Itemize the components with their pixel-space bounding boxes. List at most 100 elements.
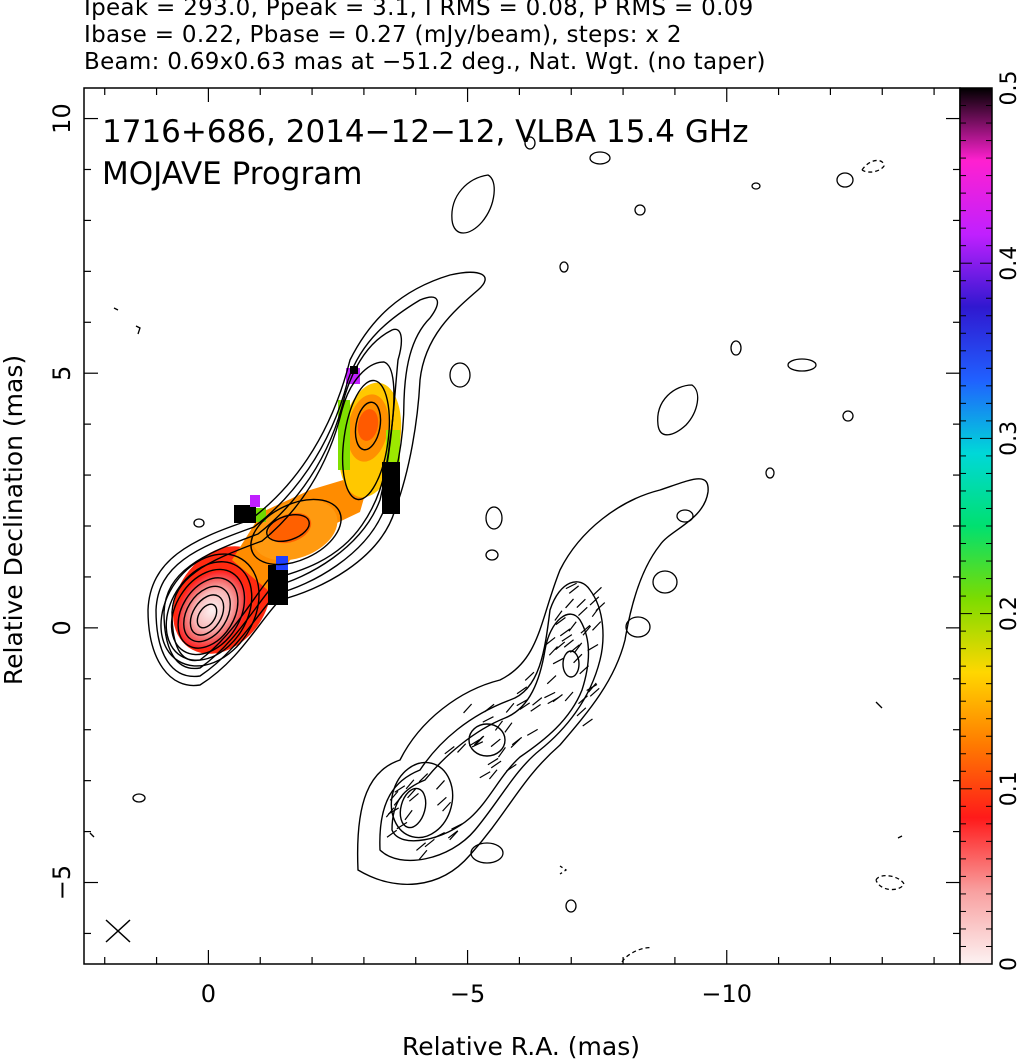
pol-contour-knot-c bbox=[468, 723, 506, 757]
noise-contour-30 bbox=[897, 835, 903, 839]
colorbar-ticks: 0 0.1 0.2 0.3 0.4 0.5 bbox=[960, 71, 1022, 971]
evpa-tick bbox=[487, 757, 499, 766]
chart-title-line-2: MOJAVE Program bbox=[102, 156, 362, 192]
evpa-tick bbox=[497, 747, 506, 758]
evpa-tick bbox=[418, 849, 428, 860]
noise-contour-6 bbox=[652, 570, 678, 594]
evpa-tick bbox=[574, 642, 583, 653]
contour-core-11 bbox=[196, 603, 218, 629]
noise-contour-16 bbox=[842, 410, 854, 422]
intensity-contours bbox=[147, 271, 486, 687]
contour-knot-1b bbox=[250, 498, 342, 566]
evpa-tick bbox=[516, 686, 528, 695]
polarization-edge-blue-2 bbox=[276, 556, 288, 570]
noise-contour-23 bbox=[135, 325, 141, 335]
beam-marker bbox=[105, 919, 131, 943]
noise-contour-26 bbox=[875, 874, 905, 891]
evpa-tick bbox=[589, 596, 600, 606]
pol-contour-knot-a bbox=[390, 761, 454, 839]
evpa-tick bbox=[504, 722, 513, 733]
evpa-tick bbox=[546, 675, 557, 685]
noise-contour-11 bbox=[634, 204, 646, 216]
evpa-tick bbox=[388, 807, 399, 815]
plot-frame bbox=[83, 87, 961, 965]
evpa-tick bbox=[394, 785, 406, 793]
evpa-tick bbox=[564, 691, 574, 702]
x-axis-label: Relative R.A. (mas) bbox=[402, 1032, 640, 1061]
noise-contour-7 bbox=[625, 616, 651, 638]
noise-contour-27 bbox=[861, 159, 885, 173]
noise-contour-19 bbox=[470, 842, 504, 864]
evpa-tick bbox=[595, 602, 606, 612]
evpa-tick bbox=[519, 702, 531, 711]
x-tick-label: −10 bbox=[701, 980, 752, 1008]
noise-contour-18 bbox=[676, 509, 694, 523]
evpa-tick bbox=[568, 585, 579, 594]
evpa-tick bbox=[548, 646, 558, 656]
evpa-tick bbox=[386, 829, 398, 838]
noise-contour-28 bbox=[621, 946, 653, 963]
polarization-edge-purple-1 bbox=[250, 495, 260, 507]
evpa-tick bbox=[588, 682, 597, 693]
evpa-tick bbox=[568, 621, 577, 632]
pol-contour-outer bbox=[356, 478, 709, 886]
evpa-tick bbox=[579, 665, 589, 675]
noise-contour-31 bbox=[89, 832, 95, 838]
chart-title-line-1: 1716+686, 2014−12−12, VLBA 15.4 GHz bbox=[102, 114, 748, 150]
evpa-tick bbox=[578, 695, 588, 705]
evpa-tick bbox=[408, 792, 419, 802]
evpa-tick bbox=[554, 610, 563, 621]
evpa-tick bbox=[494, 720, 504, 731]
evpa-ticks bbox=[385, 582, 606, 860]
evpa-tick bbox=[451, 823, 463, 830]
contour-jet-3 bbox=[163, 328, 403, 670]
evpa-tick bbox=[582, 718, 593, 727]
noise-contour-5 bbox=[485, 549, 499, 561]
noise-contour-2 bbox=[657, 384, 699, 436]
noise-contour-9 bbox=[524, 136, 536, 150]
noise-contour-24 bbox=[113, 307, 119, 311]
polarization-edge-black-4 bbox=[350, 366, 358, 374]
evpa-tick bbox=[576, 598, 586, 608]
y-tick-label: −5 bbox=[48, 865, 76, 900]
noise-contour-8 bbox=[589, 151, 611, 165]
noise-contour-13 bbox=[836, 172, 854, 188]
noise-contour-10 bbox=[559, 261, 569, 273]
colorbar-tick-label: 0.1 bbox=[997, 771, 1022, 806]
evpa-tick bbox=[555, 641, 566, 651]
pol-contour-knot-b bbox=[399, 787, 427, 829]
colorbar-tick-label: 0.3 bbox=[997, 421, 1022, 456]
contour-core-10 bbox=[189, 594, 225, 636]
contour-core-7 bbox=[170, 568, 246, 656]
evpa-tick bbox=[516, 699, 528, 707]
noise-contour-4 bbox=[485, 506, 503, 530]
noise-contour-1 bbox=[451, 174, 495, 234]
evpa-tick bbox=[506, 763, 517, 772]
evpa-tick bbox=[437, 796, 447, 806]
evpa-tick bbox=[589, 687, 600, 697]
contour-core-9 bbox=[183, 585, 231, 643]
noise-contour-22 bbox=[193, 518, 205, 528]
contour-core-6 bbox=[165, 561, 253, 661]
y-tick-label: 5 bbox=[48, 366, 76, 381]
polarization-knot-2-inner bbox=[357, 409, 379, 441]
evpa-tick bbox=[592, 621, 602, 631]
evpa-tick bbox=[573, 653, 583, 664]
evpa-tick bbox=[449, 830, 459, 841]
evpa-tick bbox=[580, 624, 591, 634]
evpa-tick bbox=[563, 639, 574, 648]
pol-contour-3 bbox=[391, 613, 590, 842]
evpa-tick bbox=[488, 769, 498, 780]
evpa-tick bbox=[592, 586, 602, 596]
evpa-tick bbox=[544, 691, 556, 699]
noise-contour-21 bbox=[132, 793, 146, 803]
noise-contours bbox=[89, 136, 905, 963]
evpa-tick bbox=[393, 795, 403, 806]
evpa-tick bbox=[490, 738, 501, 748]
evpa-tick bbox=[479, 771, 491, 779]
evpa-tick bbox=[436, 780, 445, 790]
colorbar-tick-label: 0.5 bbox=[997, 71, 1022, 106]
evpa-tick bbox=[530, 703, 541, 712]
evpa-tick bbox=[565, 582, 577, 590]
evpa-tick bbox=[555, 617, 566, 626]
